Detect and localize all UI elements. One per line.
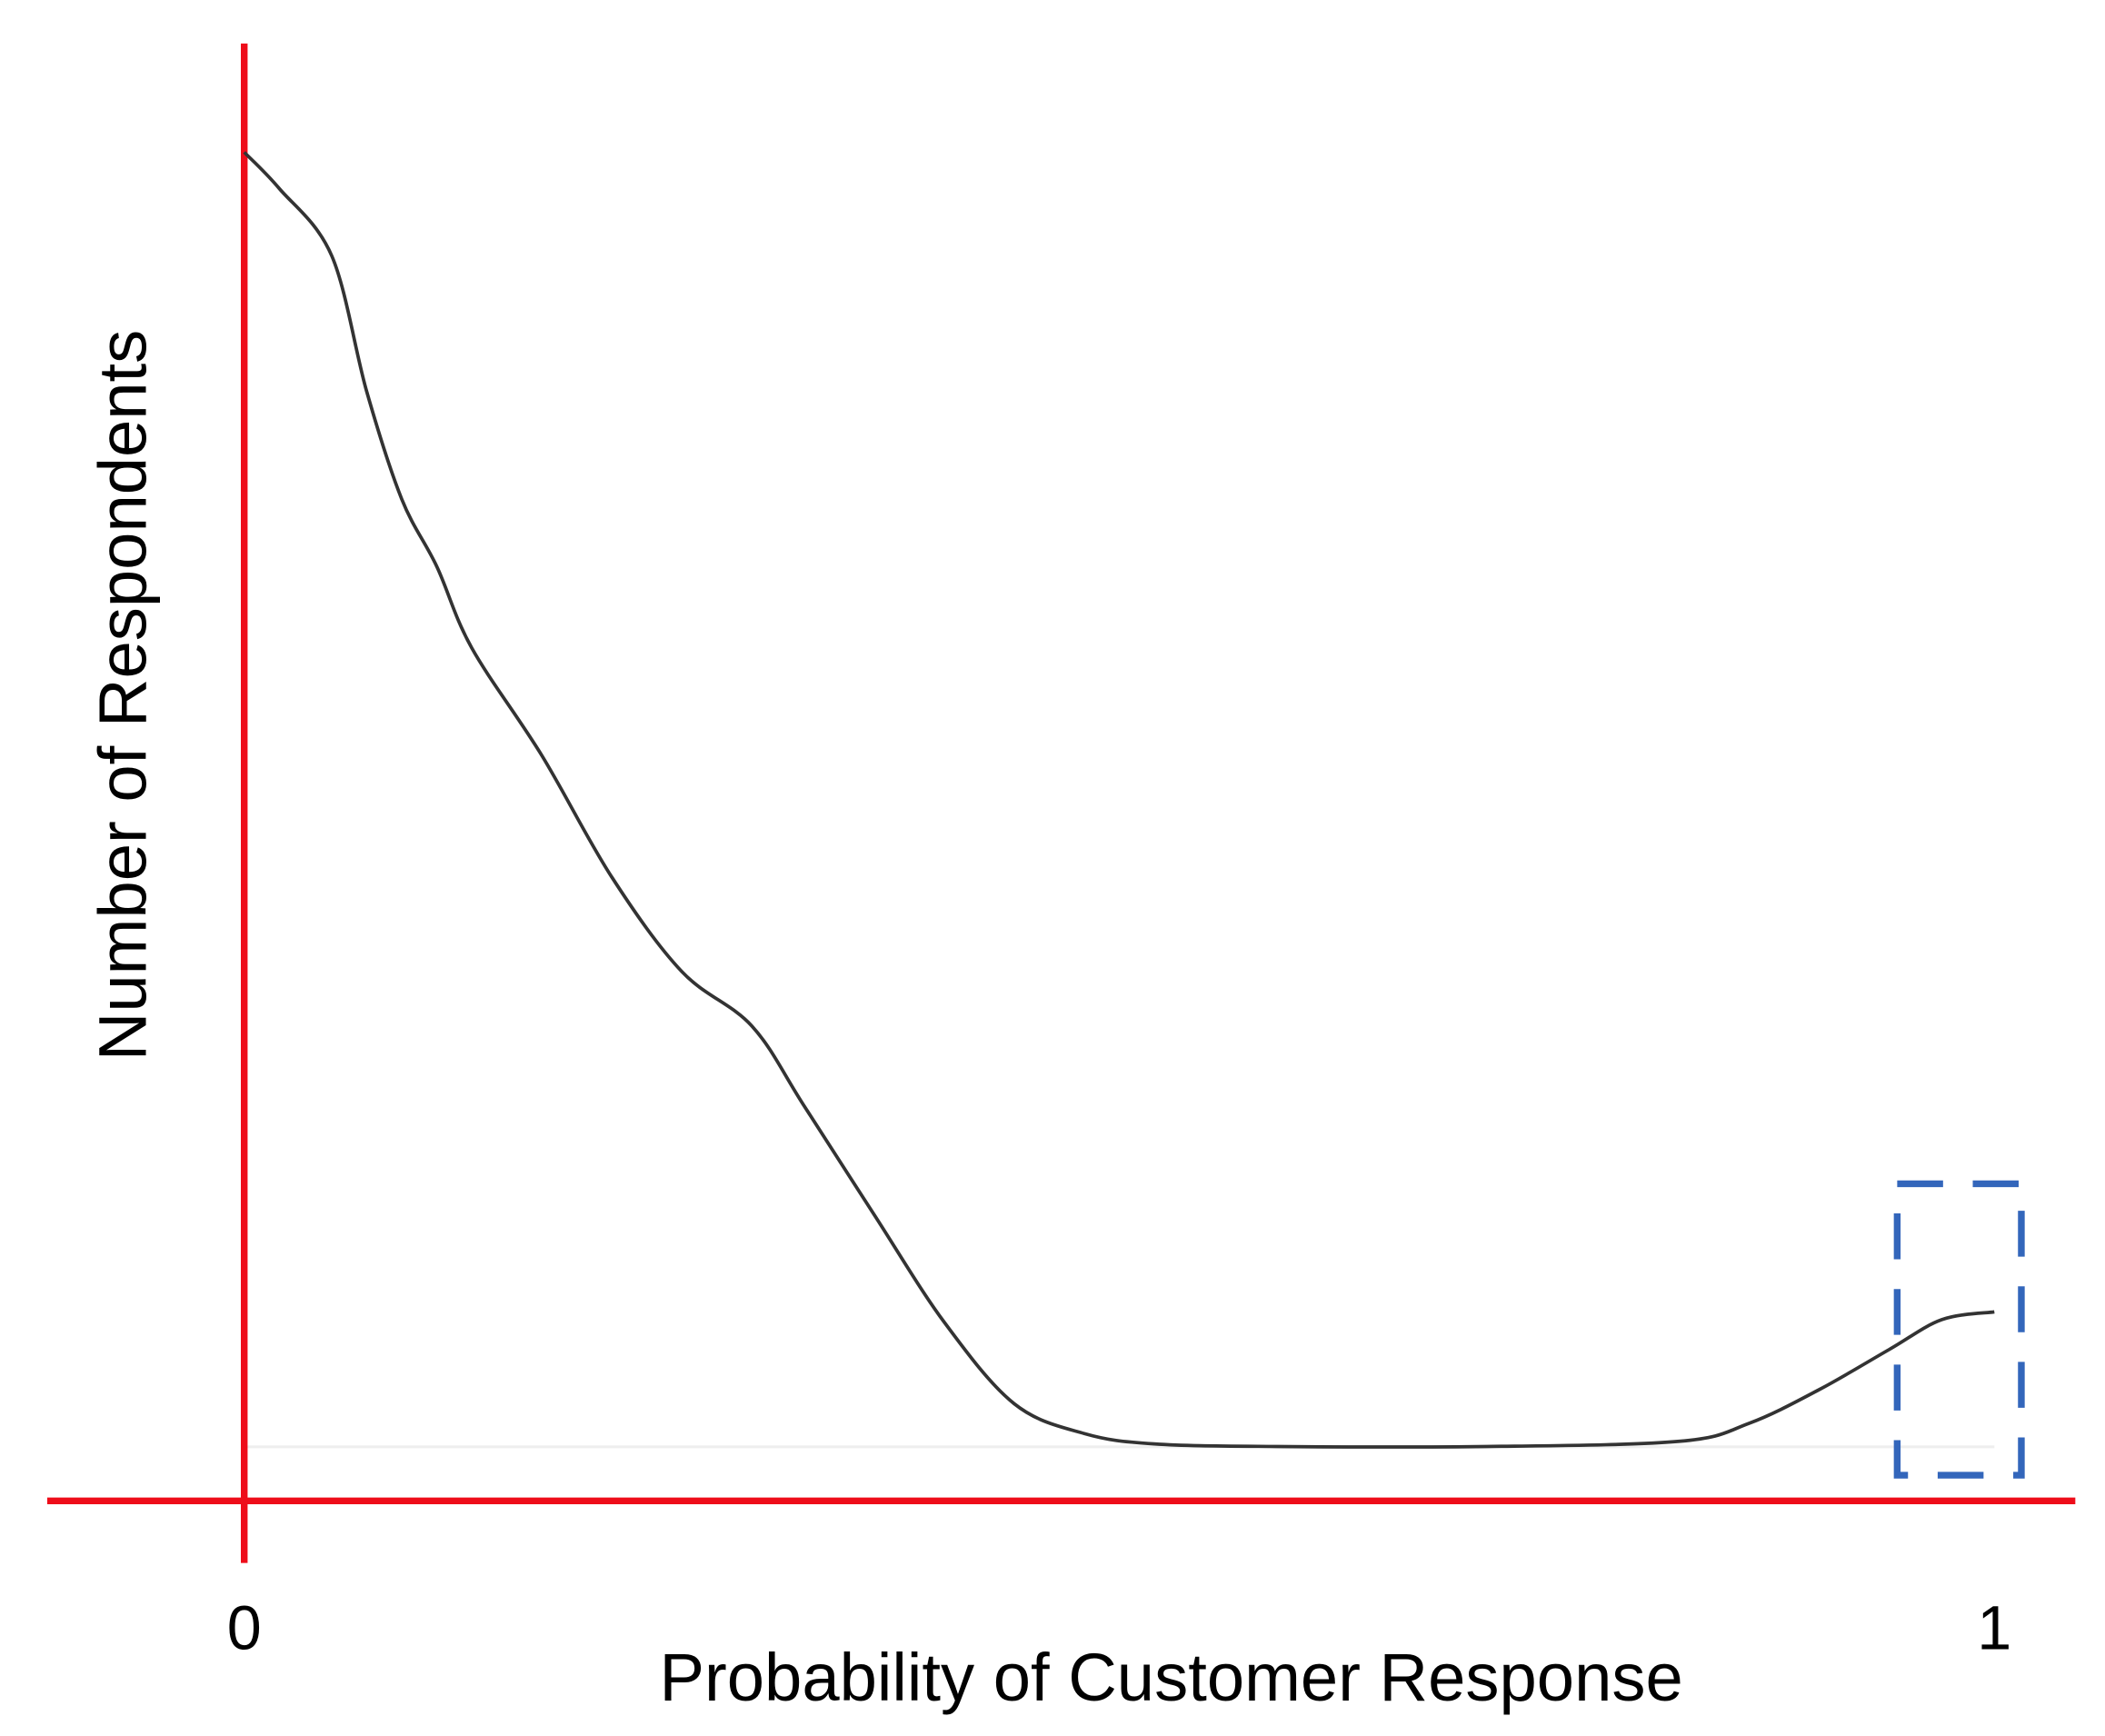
x-axis-label: Probability of Customer Response (660, 1640, 1683, 1715)
density-line (243, 151, 1995, 1449)
y-axis-label: Number of Respondents (85, 330, 160, 1061)
x-tick-label: 1 (1977, 1594, 2011, 1663)
highlight-box (1893, 1180, 2025, 1479)
x-tick-label: 0 (227, 1594, 262, 1663)
